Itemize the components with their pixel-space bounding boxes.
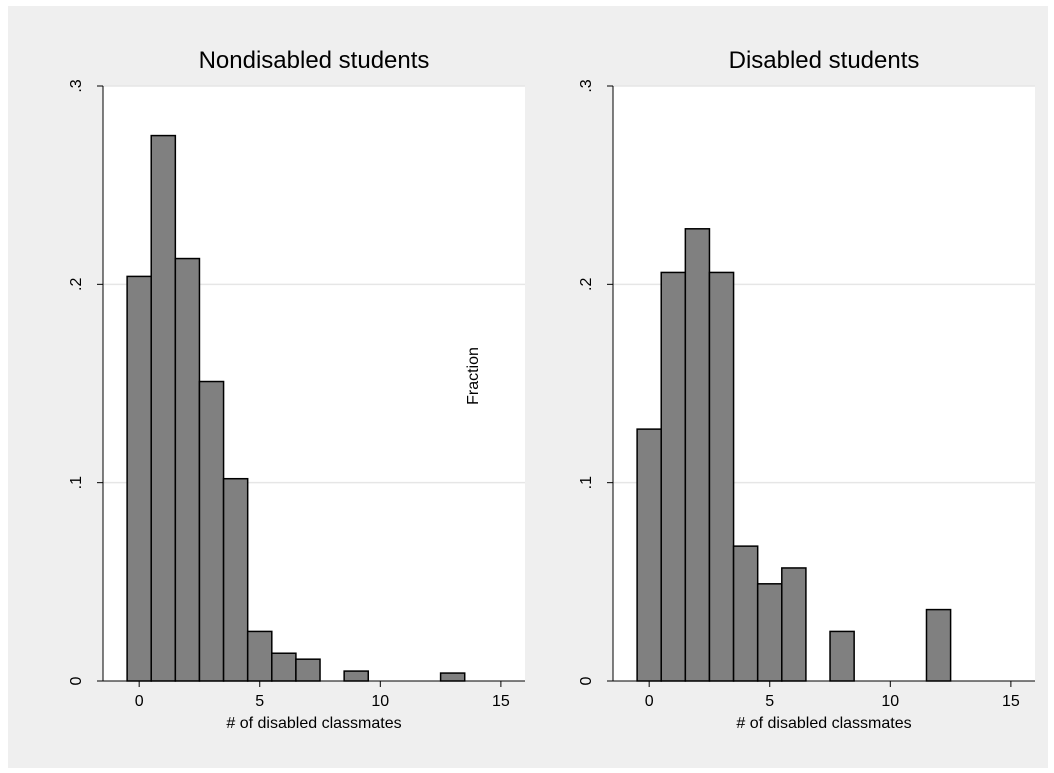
y-tick-label: 0 (578, 676, 595, 685)
panel-nondisabled: 0 .1 .2 .3 0 5 10 15 Nondisabled students # of… (68, 47, 525, 732)
xlabel-disabled: # of disabled classmates (736, 715, 911, 732)
xlabel-nondisabled: # of disabled classmates (226, 715, 401, 732)
x-ticks-disabled: 0 5 10 15 (645, 681, 1020, 710)
histogram-bar (708, 271, 735, 682)
x-tick-label: 0 (135, 693, 144, 710)
y-tick-label: .1 (578, 476, 595, 489)
histogram-bar (660, 271, 687, 682)
x-tick-label: 5 (765, 693, 774, 710)
histogram-bar (295, 658, 321, 682)
histogram-bar (829, 630, 855, 682)
bars-disabled (636, 228, 952, 682)
title-disabled: Disabled students (729, 47, 920, 74)
histogram-bar (684, 228, 711, 682)
y-tick-label: .2 (68, 278, 85, 291)
histogram-bar (174, 257, 201, 682)
y-tick-label: .2 (578, 278, 595, 291)
chart-figure: 0 .1 .2 .3 0 5 10 15 Nondisabled students # of… (8, 6, 1048, 768)
y-ticks-nondisabled: 0 .1 .2 .3 (68, 79, 103, 685)
x-tick-label: 15 (1002, 693, 1020, 710)
shared-y-axis-label: Fraction (465, 347, 482, 405)
bars-nondisabled (126, 134, 466, 682)
title-nondisabled: Nondisabled students (199, 47, 430, 74)
histogram-bar (439, 672, 466, 682)
chart-svg: 0 .1 .2 .3 0 5 10 15 Nondisabled students # of… (68, 47, 1035, 732)
histogram-bar (126, 275, 152, 682)
y-ticks-disabled: 0 .1 .2 .3 (578, 79, 613, 685)
histogram-bar (636, 428, 662, 682)
x-tick-label: 10 (881, 693, 899, 710)
y-tick-label: 0 (68, 676, 85, 685)
histogram-bar (781, 567, 807, 682)
x-tick-label: 15 (492, 693, 510, 710)
panel-disabled: 0 .1 .2 .3 0 5 10 15 Disabled students # of di… (578, 47, 1035, 732)
y-tick-label: .3 (68, 79, 85, 92)
histogram-bar (150, 134, 177, 682)
histogram-bar (343, 670, 370, 682)
histogram-bar (222, 477, 249, 682)
histogram-bar (246, 630, 273, 682)
y-tick-label: .1 (68, 476, 85, 489)
histogram-bar (271, 652, 297, 682)
histogram-bar (198, 380, 225, 682)
x-ticks-nondisabled: 0 5 10 15 (135, 681, 510, 710)
histogram-bar (925, 608, 952, 682)
histogram-bar (756, 583, 783, 682)
x-tick-label: 0 (645, 693, 654, 710)
x-tick-label: 5 (255, 693, 264, 710)
y-tick-label: .3 (578, 79, 595, 92)
histogram-bar (732, 545, 759, 682)
x-tick-label: 10 (371, 693, 389, 710)
